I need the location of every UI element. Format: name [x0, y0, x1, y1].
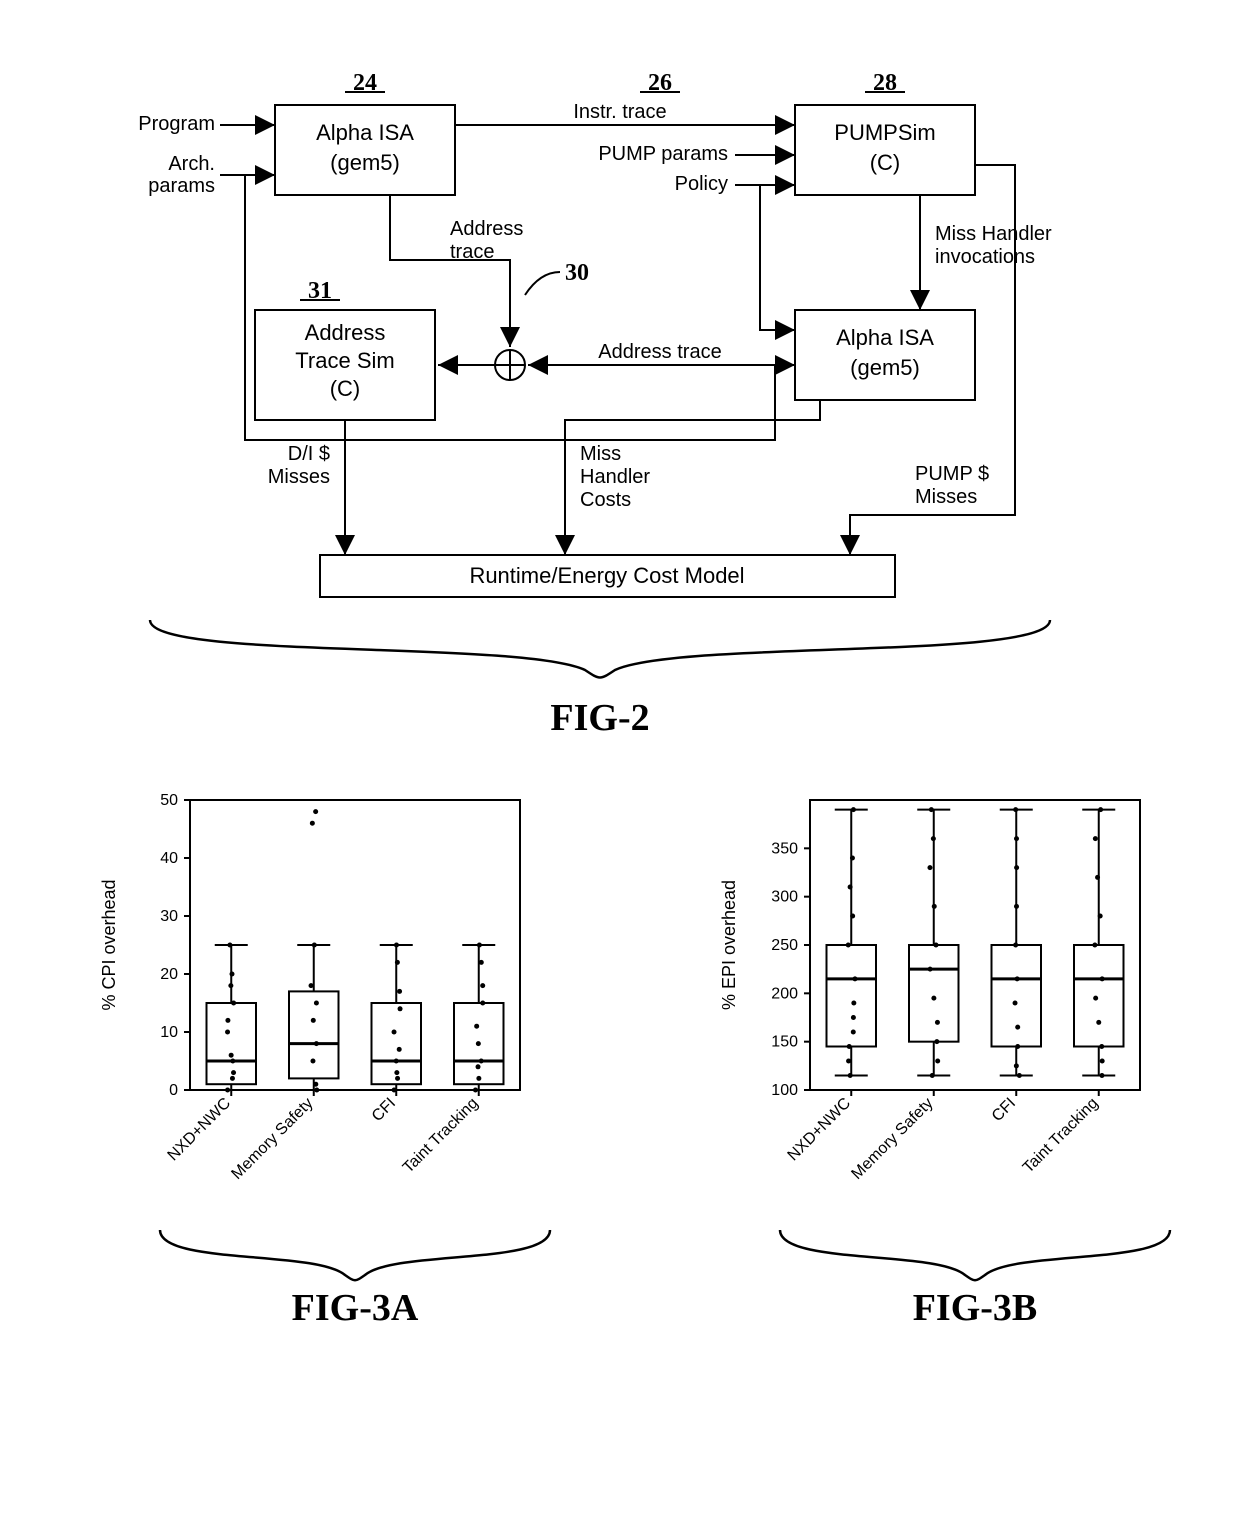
fig2-brace: [150, 620, 1050, 678]
fig2-label: FIG-2: [550, 697, 649, 739]
merge-node: [495, 350, 525, 380]
svg-text:% EPI overhead: % EPI overhead: [719, 880, 739, 1010]
svg-text:200: 200: [771, 985, 798, 1002]
pumpmiss-label-1: PUMP $: [915, 463, 989, 485]
svg-text:250: 250: [771, 937, 798, 954]
svg-text:50: 50: [160, 792, 178, 809]
svg-text:300: 300: [771, 889, 798, 906]
svg-text:0: 0: [169, 1082, 178, 1099]
svg-text:Runtime/Energy Cost Model: Runtime/Energy Cost Model: [469, 563, 744, 588]
pump-params-label: PUMP params: [598, 143, 728, 165]
svg-text:NXD+NWC: NXD+NWC: [785, 1095, 855, 1165]
svg-text:PUMPSim: PUMPSim: [834, 120, 935, 145]
di-label-1: D/I $: [288, 443, 330, 465]
program-label: Program: [138, 113, 215, 135]
addrtrace-label-2: trace: [450, 241, 494, 263]
policy-label: Policy: [675, 173, 728, 195]
svg-text:(C): (C): [330, 376, 361, 401]
svg-text:NXD+NWC: NXD+NWC: [165, 1095, 235, 1165]
misshandler-label-1: Miss Handler: [935, 223, 1052, 245]
costmodel-box: Runtime/Energy Cost Model: [320, 555, 895, 597]
misshandler-label-2: invocations: [935, 246, 1035, 268]
svg-text:350: 350: [771, 840, 798, 857]
svg-text:100: 100: [771, 1082, 798, 1099]
addrtrace-box: Address Trace Sim (C) 31: [255, 278, 435, 420]
svg-text:FIG-3A: FIG-3A: [292, 1287, 419, 1329]
svg-text:Taint Tracking: Taint Tracking: [1020, 1095, 1102, 1177]
addrnum-label: 30: [565, 260, 589, 286]
svg-text:40: 40: [160, 850, 178, 867]
fig2-diagram: Alpha ISA (gem5) 24 PUMPSim (C) 26 28 Ad…: [20, 20, 1220, 740]
svg-text:Memory Safety: Memory Safety: [848, 1095, 936, 1183]
svg-text:10: 10: [160, 1024, 178, 1041]
svg-text:Alpha ISA: Alpha ISA: [836, 325, 934, 350]
svg-text:FIG-3B: FIG-3B: [913, 1287, 1038, 1329]
svg-text:% CPI overhead: % CPI overhead: [99, 879, 119, 1010]
svg-text:(gem5): (gem5): [850, 355, 920, 380]
arch-label-2: params: [148, 175, 215, 197]
mhc-label-2: Handler: [580, 466, 650, 488]
svg-text:Taint Tracking: Taint Tracking: [400, 1095, 482, 1177]
alpha2-box: Alpha ISA (gem5): [795, 310, 975, 400]
addrtrace-label-1: Address: [450, 218, 523, 240]
arch-label-1: Arch.: [168, 153, 215, 175]
svg-text:(C): (C): [870, 150, 901, 175]
svg-text:150: 150: [771, 1034, 798, 1051]
instr-trace-label: Instr. trace: [573, 101, 666, 123]
svg-text:Alpha ISA: Alpha ISA: [316, 120, 414, 145]
svg-text:CFI: CFI: [369, 1095, 399, 1125]
svg-text:CFI: CFI: [989, 1095, 1019, 1125]
mhc-label-3: Costs: [580, 489, 631, 511]
alpha1-box: Alpha ISA (gem5) 24: [275, 70, 455, 195]
svg-text:Address: Address: [305, 320, 386, 345]
svg-text:Trace Sim: Trace Sim: [295, 348, 394, 373]
addrtrace2-label: Address trace: [598, 341, 721, 363]
svg-text:20: 20: [160, 966, 178, 983]
fig3b-chart: 100 150 200 250 300 350 % EPI overhead NXD+NWCM…: [690, 770, 1210, 1330]
mhc-label-1: Miss: [580, 443, 621, 465]
svg-text:30: 30: [160, 908, 178, 925]
svg-text:(gem5): (gem5): [330, 150, 400, 175]
svg-text:Memory Safety: Memory Safety: [228, 1095, 316, 1183]
di-label-2: Misses: [268, 466, 330, 488]
pumpmiss-label-2: Misses: [915, 486, 977, 508]
fig3a-chart: 0 10 20 30 40 50 % CPI overhead NXD+NWCMemory S…: [70, 770, 590, 1330]
